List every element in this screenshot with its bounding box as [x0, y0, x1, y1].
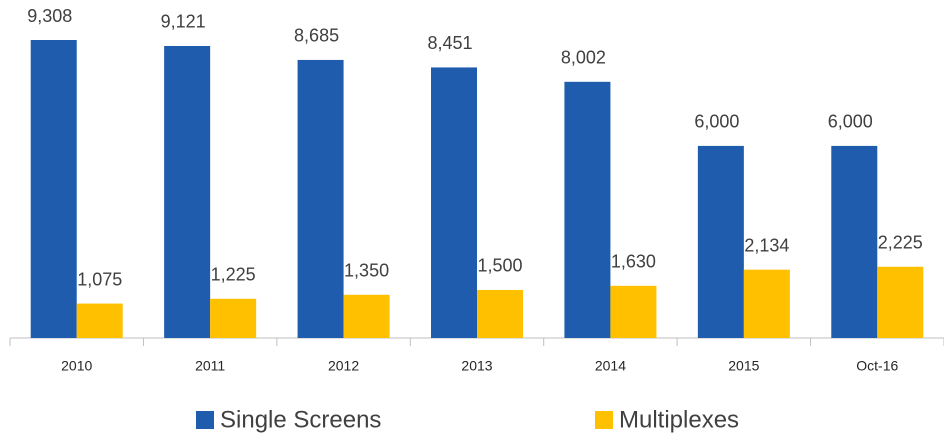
- bar: [831, 145, 878, 338]
- bar: [564, 81, 611, 339]
- bar: [743, 269, 790, 338]
- data-label: 2,134: [744, 235, 789, 255]
- data-label: 8,685: [294, 26, 339, 46]
- data-label: 8,451: [427, 33, 472, 53]
- data-label: 1,350: [344, 261, 389, 281]
- x-tick-label: Oct-16: [856, 358, 898, 374]
- legend-swatch: [595, 411, 613, 429]
- x-tick-label: 2015: [728, 358, 759, 374]
- data-label: 2,225: [878, 233, 923, 253]
- data-label: 6,000: [828, 112, 873, 132]
- bar: [164, 45, 211, 339]
- bar: [697, 145, 744, 338]
- x-tick-label: 2014: [595, 358, 626, 374]
- bar: [477, 289, 523, 338]
- legend-swatch: [196, 411, 214, 429]
- bar: [877, 266, 924, 338]
- data-label: 1,630: [611, 252, 656, 272]
- bar: [76, 303, 123, 338]
- bar: [210, 298, 257, 338]
- x-tick-label: 2012: [328, 358, 359, 374]
- data-label: 9,121: [161, 12, 206, 32]
- data-label: 1,500: [477, 256, 522, 276]
- data-label: 9,308: [27, 6, 72, 26]
- x-tick-label: 2011: [195, 358, 225, 374]
- data-label: 1,225: [211, 265, 256, 285]
- data-label: 6,000: [694, 112, 739, 132]
- bar: [431, 67, 477, 338]
- bar: [610, 285, 657, 338]
- data-label: 1,075: [77, 269, 122, 289]
- x-tick-label: 2010: [61, 358, 92, 374]
- legend-label: Single Screens: [220, 406, 381, 433]
- bar: [30, 40, 77, 338]
- data-label: 8,002: [561, 48, 606, 68]
- bar: [343, 294, 390, 338]
- x-tick-label: 2013: [461, 358, 492, 374]
- bar: [297, 59, 344, 338]
- legend-label: Multiplexes: [619, 406, 739, 433]
